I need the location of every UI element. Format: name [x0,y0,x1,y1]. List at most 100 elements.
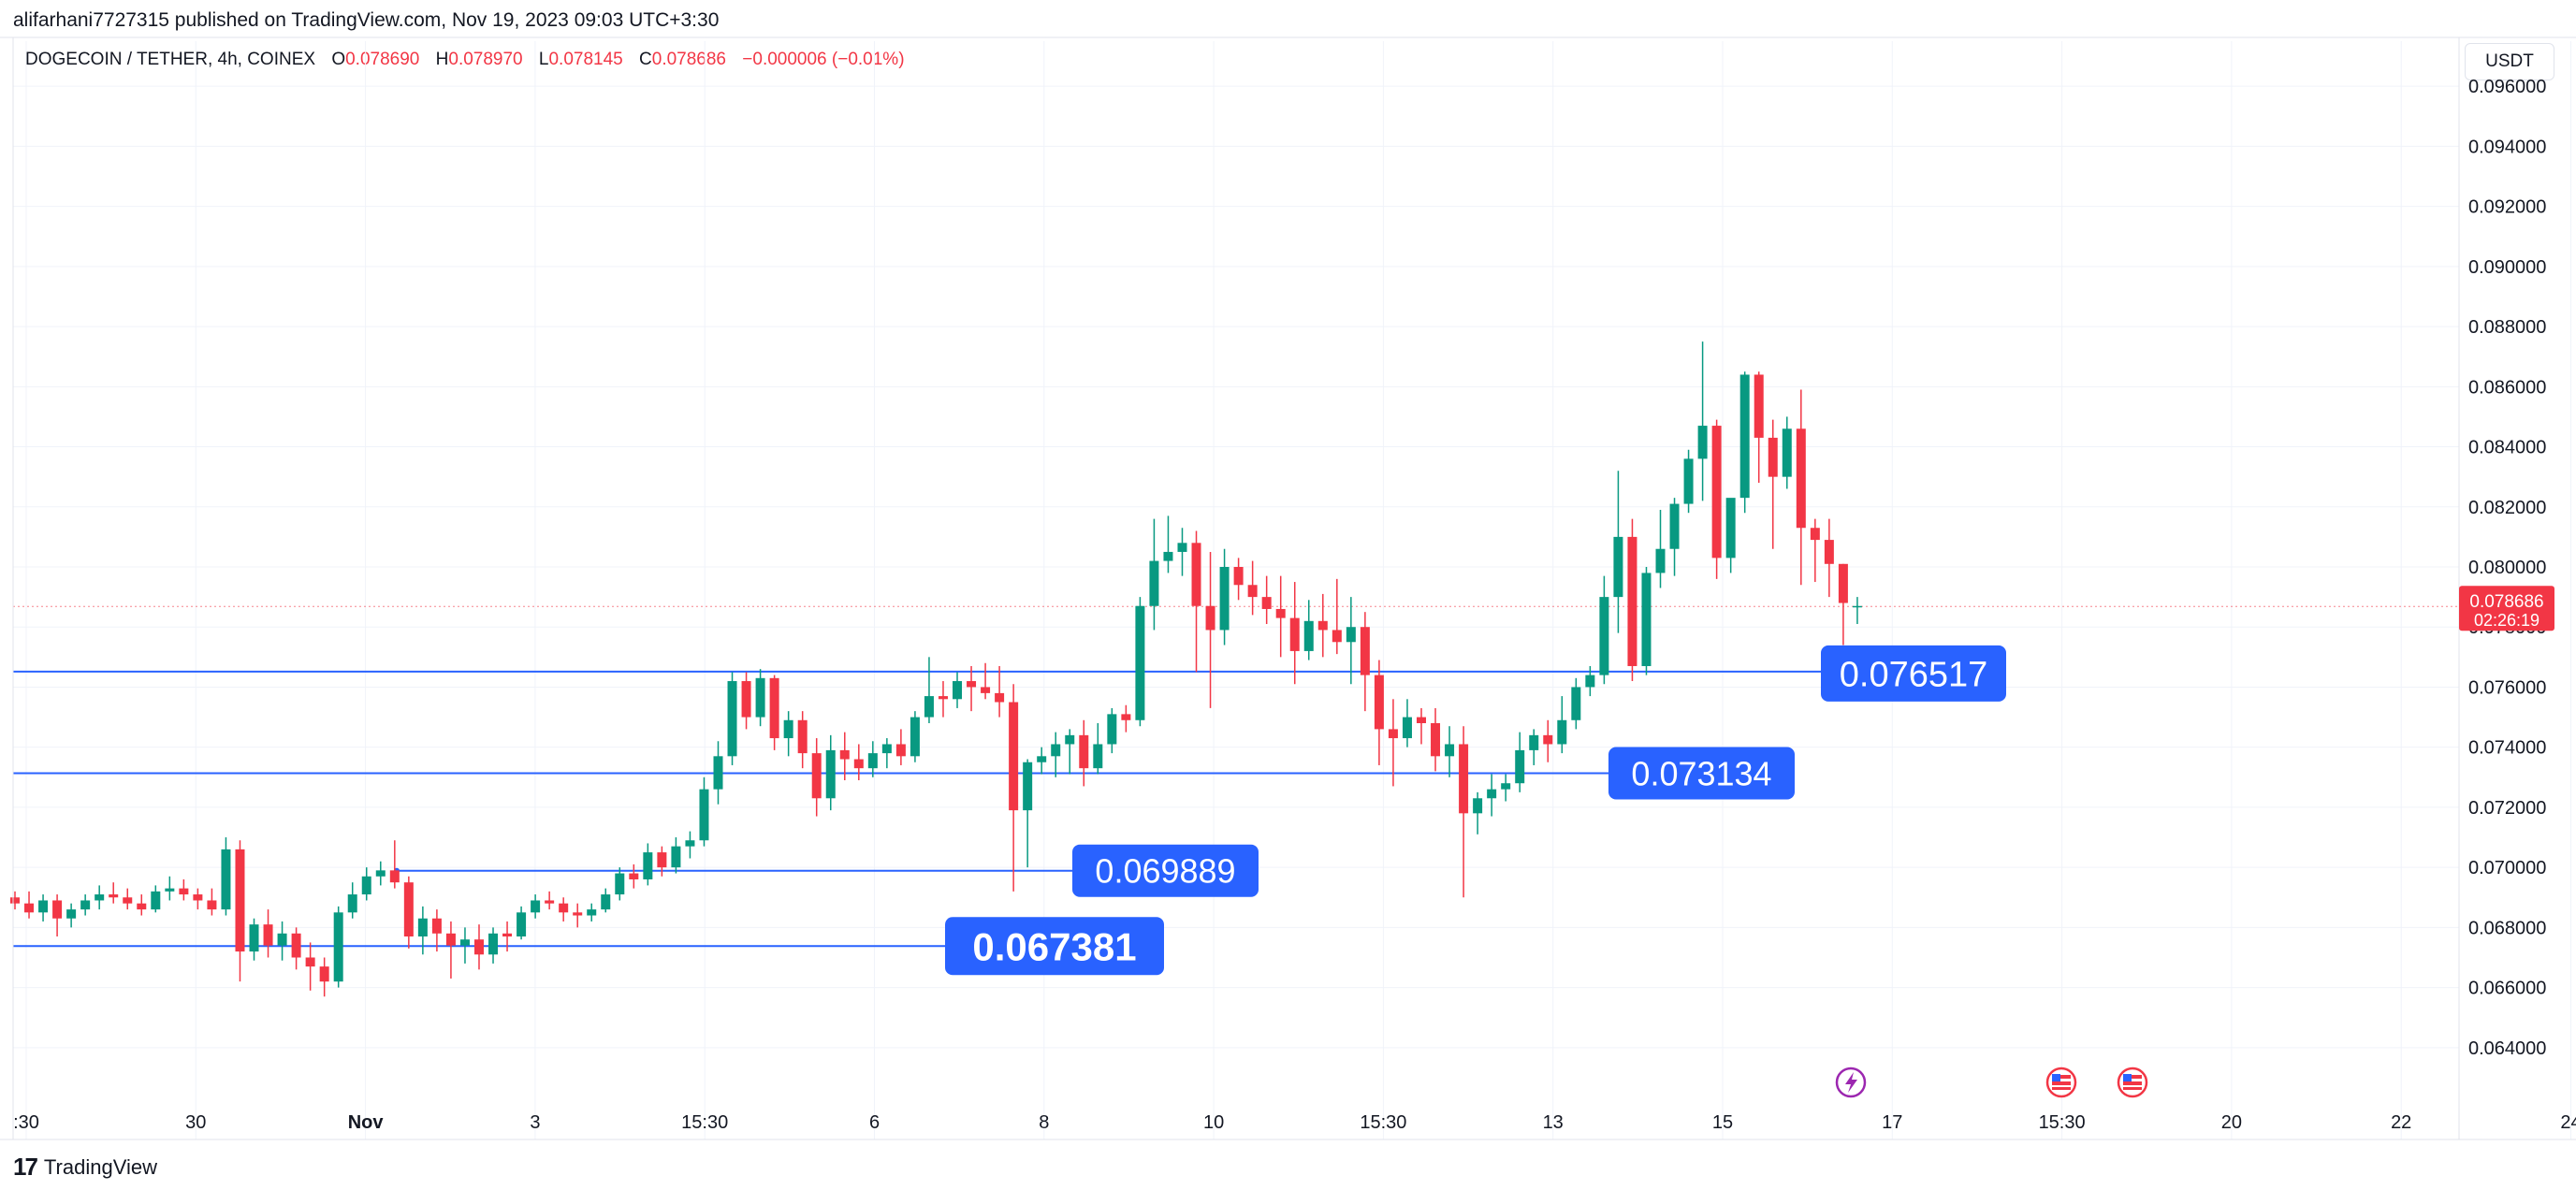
candle [587,903,597,922]
candle [52,894,63,937]
candle [179,878,189,901]
x-tick-label: 17 [1882,1112,1902,1133]
candle-body [769,677,779,739]
candle-body [1824,540,1834,564]
candle [839,732,850,781]
x-tick-label: Nov [348,1112,385,1133]
candle-body [825,749,836,799]
candle [1317,593,1328,658]
candle [1627,518,1637,682]
candle [1107,707,1117,754]
x-tick-label: 24 [2560,1112,2576,1133]
candle [545,891,555,910]
candle-body [629,873,639,879]
candle [1711,419,1722,579]
candle-body [995,692,1005,703]
candle [1571,677,1581,730]
candle [249,918,259,961]
candle-body [165,888,175,892]
symbol-legend[interactable]: DOGECOIN / TETHER, 4h, COINEX O0.078690 … [25,50,905,70]
candle [1247,560,1258,616]
candle-body [643,852,653,879]
candle-body [431,918,442,934]
candle [1641,567,1652,675]
candle [1697,341,1708,501]
candle-body [347,894,357,913]
candle [1557,696,1567,754]
candle-body [1205,605,1215,631]
candle-body [80,900,91,910]
candle [24,891,35,919]
candle [953,672,963,708]
last-price-value: 0.078686 [2469,592,2543,612]
candle-body [221,849,231,910]
y-tick-label: 0.076000 [2468,677,2546,698]
y-tick-label: 0.090000 [2468,257,2546,278]
candle-body [1261,597,1272,609]
candle [531,894,541,919]
level-label-text: 0.067381 [972,924,1136,968]
candle-body [137,903,147,910]
candle [459,927,470,964]
candle-body [1360,627,1370,675]
tradingview-logo[interactable]: 17 TradingView [13,1153,157,1182]
candle [1079,719,1089,787]
candle [1135,597,1145,727]
candle-body [1402,717,1412,739]
candle [235,840,245,982]
candle-body [783,719,793,739]
candle-body [123,897,133,904]
candle-body [615,873,625,895]
candle-body [1037,756,1047,762]
candle [1838,563,1848,646]
candle [811,738,822,817]
candle-body [1093,744,1103,769]
candle-body [967,681,977,688]
candle [1725,498,1736,573]
candle-body [1641,573,1652,666]
candle-body [811,753,822,799]
candle-body [1121,714,1131,720]
level-label-text: 0.069889 [1095,852,1235,891]
candle-body [1796,428,1806,529]
candle-body [1023,762,1033,811]
candle [1543,719,1553,762]
candle-body [1669,503,1680,549]
candle-body [1711,426,1722,559]
symbol-title[interactable]: DOGECOIN / TETHER, 4h, COINEX [25,50,316,69]
candle [938,681,948,718]
candle [517,906,527,940]
candle-body [263,924,273,946]
candle [1445,726,1455,777]
candle [867,741,878,777]
candle-body [797,719,808,754]
candle-body [924,696,934,718]
candle-body [1852,605,1862,608]
x-tick-label: 30 [185,1112,206,1133]
candle [1275,575,1286,658]
currency-button[interactable]: USDT [2465,43,2554,80]
candle-body [657,852,667,868]
candle [1515,732,1525,792]
candle-body [1431,722,1441,757]
candle [319,957,329,997]
candle [1824,518,1834,598]
candle [445,921,456,979]
candle [1009,684,1019,892]
candle [1431,707,1441,772]
candle-body [895,744,906,757]
x-tick-label: 8 [1039,1112,1049,1133]
candle-body [38,900,49,913]
candle-body [207,900,217,910]
candle [629,863,639,889]
tradingview-logo-icon: 17 [13,1153,38,1181]
event-icons [1835,1067,2148,1098]
candle-body [375,870,386,877]
candle-body [1275,608,1286,618]
candle-body [517,912,527,937]
candle-body [910,717,920,757]
candle-body [24,903,35,913]
y-tick-label: 0.082000 [2468,498,2546,518]
candle-body [1754,374,1764,438]
